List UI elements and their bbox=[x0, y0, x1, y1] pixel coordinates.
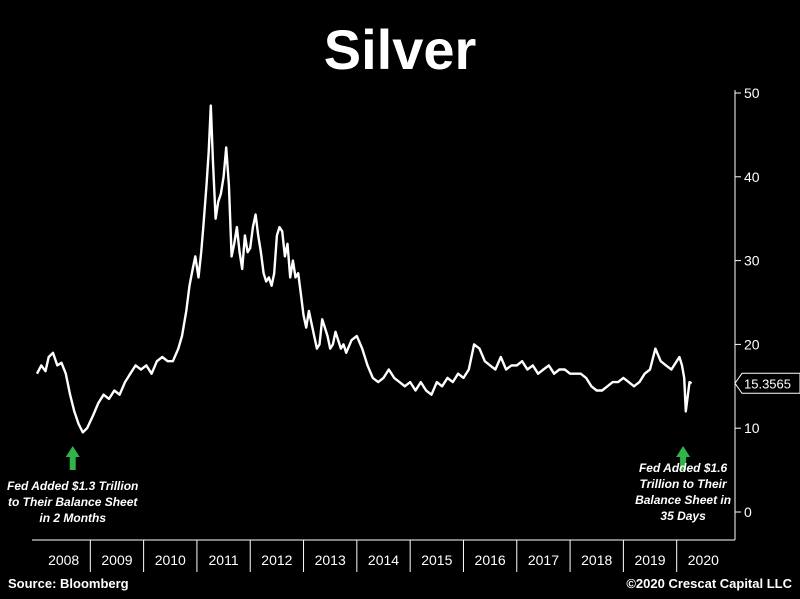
x-tick-label: 2016 bbox=[475, 552, 506, 568]
annotation-text: Fed Added $1.6 bbox=[639, 461, 728, 475]
y-tick-label: 10 bbox=[744, 420, 760, 436]
up-arrow-shaft bbox=[680, 456, 687, 470]
x-tick-label: 2020 bbox=[688, 552, 719, 568]
y-tick-label: 40 bbox=[744, 169, 760, 185]
x-tick-label: 2008 bbox=[48, 552, 79, 568]
annotation-text: 35 Days bbox=[660, 509, 706, 523]
copyright-label: ©2020 Crescat Capital LLC bbox=[626, 576, 792, 591]
annotation-text: Balance Sheet in bbox=[635, 493, 731, 507]
x-tick-label: 2012 bbox=[261, 552, 292, 568]
y-tick-label: 0 bbox=[744, 504, 752, 520]
x-tick-label: 2018 bbox=[581, 552, 612, 568]
last-value-label: 15.3565 bbox=[744, 376, 791, 391]
up-arrow-icon bbox=[65, 446, 80, 457]
last-value-box bbox=[734, 372, 800, 394]
x-tick-label: 2009 bbox=[101, 552, 132, 568]
x-tick-label: 2017 bbox=[528, 552, 559, 568]
up-arrow-shaft bbox=[69, 456, 76, 470]
x-tick-label: 2011 bbox=[209, 552, 239, 568]
x-tick-label: 2010 bbox=[155, 552, 186, 568]
chart-title: Silver bbox=[323, 18, 477, 81]
annotation-text: Trillion to Their bbox=[640, 477, 728, 491]
x-tick-label: 2014 bbox=[368, 552, 399, 568]
annotation-text: to Their Balance Sheet bbox=[8, 495, 138, 509]
y-tick-label: 30 bbox=[744, 253, 760, 269]
annotation-text: Fed Added $1.3 Trillion bbox=[7, 479, 138, 493]
annotation-text: in 2 Months bbox=[39, 511, 106, 525]
y-tick-label: 50 bbox=[744, 85, 760, 101]
x-tick-label: 2019 bbox=[634, 552, 665, 568]
y-tick-label: 20 bbox=[744, 336, 760, 352]
x-tick-label: 2015 bbox=[421, 552, 452, 568]
source-label: Source: Bloomberg bbox=[8, 576, 129, 591]
up-arrow-icon bbox=[676, 446, 691, 457]
silver-price-line bbox=[35, 104, 693, 434]
x-tick-label: 2013 bbox=[315, 552, 346, 568]
